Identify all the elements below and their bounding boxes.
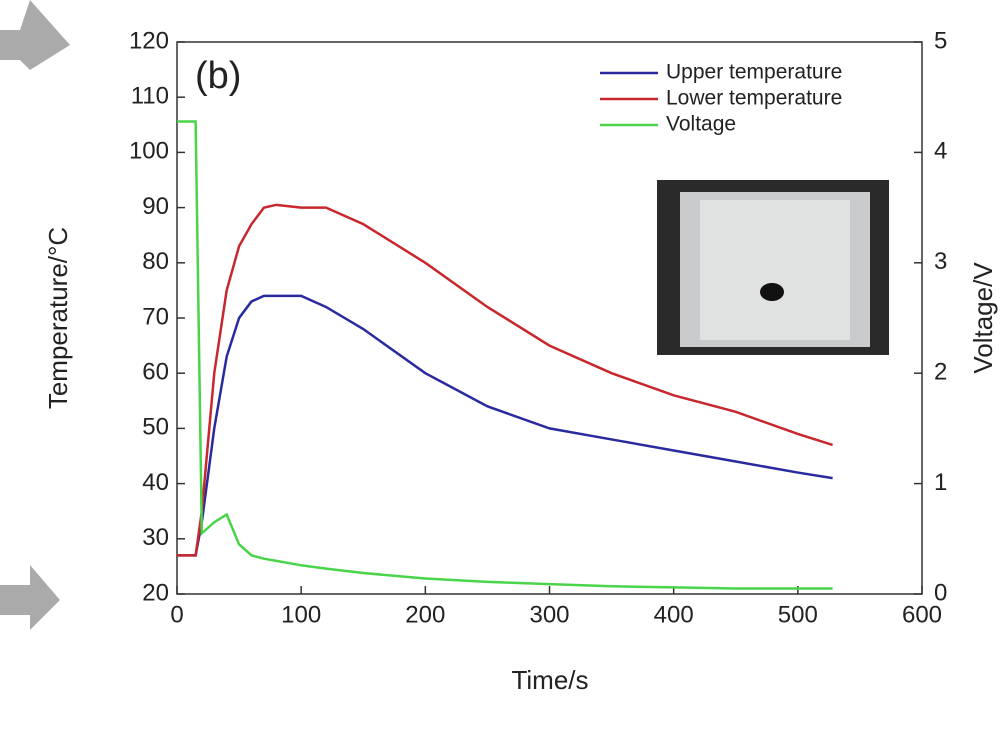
y2-tick-label: 0 xyxy=(934,579,947,606)
y2-axis-label: Voltage/V xyxy=(968,262,998,374)
x-tick-label: 300 xyxy=(529,601,569,628)
y-tick-label: 40 xyxy=(142,469,169,496)
y2-tick-label: 3 xyxy=(934,248,947,275)
y-tick-label: 20 xyxy=(142,579,169,606)
line xyxy=(177,294,833,557)
y2-tick-label: 1 xyxy=(934,469,947,496)
y-tick-label: 110 xyxy=(131,83,169,110)
x-tick-label: 400 xyxy=(654,601,694,628)
y2-tick-label: 2 xyxy=(934,359,947,386)
y-tick-label: 70 xyxy=(142,303,169,330)
legend-label: Upper temperature xyxy=(666,61,842,84)
y-tick-label: 80 xyxy=(142,248,169,275)
x-axis-label: Time/s xyxy=(511,665,588,695)
y-tick-label: 30 xyxy=(142,524,169,551)
decor-arrow xyxy=(0,565,60,630)
y-tick-label: 50 xyxy=(142,414,169,441)
line xyxy=(177,120,833,590)
y-tick-label: 120 xyxy=(129,27,169,54)
y2-tick-label: 4 xyxy=(934,138,947,165)
y-tick-label: 90 xyxy=(142,193,169,220)
annotation: (b) xyxy=(195,55,241,97)
line xyxy=(177,203,833,557)
y-tick-label: 100 xyxy=(129,138,169,165)
x-tick-label: 100 xyxy=(281,601,321,628)
y2-tick-label: 5 xyxy=(934,27,947,54)
x-tick-label: 200 xyxy=(405,601,445,628)
y-axis-label: Temperature/°C xyxy=(43,227,73,409)
x-tick-label: 0 xyxy=(170,601,183,628)
decor-arrow xyxy=(0,0,70,70)
legend-label: Lower temperature xyxy=(666,87,842,110)
inset-photo xyxy=(657,180,889,355)
legend-label: Voltage xyxy=(666,113,736,136)
y-tick-label: 60 xyxy=(142,359,169,386)
x-tick-label: 500 xyxy=(778,601,818,628)
x-tick-label: 600 xyxy=(902,601,942,628)
